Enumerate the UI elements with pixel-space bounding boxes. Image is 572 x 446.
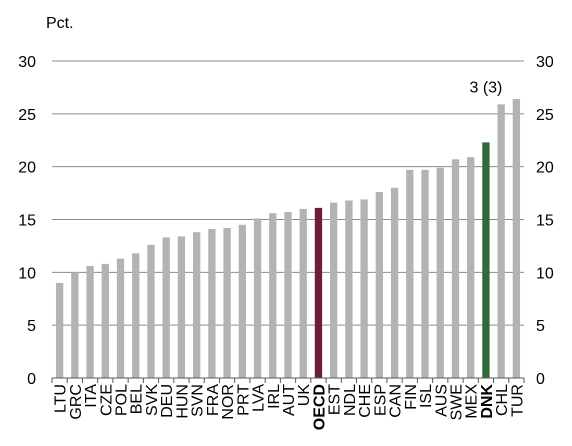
bar-deu	[163, 237, 170, 378]
y-tick-left-15: 15	[18, 213, 36, 230]
bar-esp	[376, 192, 383, 378]
bar-tur	[513, 99, 520, 378]
bar-grc	[71, 272, 78, 378]
bar-che	[360, 199, 367, 378]
annotation-dnk: 3 (3)	[469, 79, 502, 96]
bar-nor	[223, 228, 230, 378]
bar-swe	[452, 159, 459, 378]
bar-mex	[467, 157, 474, 378]
bar-ltu	[56, 283, 63, 378]
bar-can	[391, 188, 398, 378]
y-tick-right-25: 25	[536, 107, 554, 124]
y-tick-right-10: 10	[536, 265, 554, 282]
bar-pol	[117, 259, 124, 378]
bar-ndl	[345, 200, 352, 378]
bar-prt	[239, 225, 246, 378]
y-axis-left: 0 5 10 15 20 25 30	[18, 54, 36, 388]
bars	[56, 99, 520, 378]
y-tick-right-0: 0	[536, 371, 545, 388]
y-tick-right-30: 30	[536, 54, 554, 71]
bar-irl	[269, 213, 276, 378]
y-tick-left-5: 5	[27, 318, 36, 335]
y-tick-left-0: 0	[27, 371, 36, 388]
y-tick-left-30: 30	[18, 54, 36, 71]
bar-svk	[147, 245, 154, 378]
y-tick-right-20: 20	[536, 160, 554, 177]
y-tick-right-15: 15	[536, 213, 554, 230]
x-label-tur: TUR	[509, 384, 526, 417]
bar-hun	[178, 236, 185, 378]
bar-dnk	[482, 142, 489, 378]
y-axis-right: 0 5 10 15 20 25 30	[536, 54, 554, 388]
bar-cze	[102, 264, 109, 378]
bar-fra	[208, 229, 215, 378]
bar-uk	[300, 209, 307, 378]
y-tick-right-5: 5	[536, 318, 545, 335]
annotations: 3 (3)	[469, 79, 502, 96]
x-axis-ticks	[52, 378, 524, 383]
bar-aut	[284, 212, 291, 378]
bar-chl	[498, 104, 505, 378]
bar-bel	[132, 253, 139, 378]
bar-isl	[421, 170, 428, 378]
bar-ita	[86, 266, 93, 378]
bar-est	[330, 203, 337, 378]
y-tick-left-10: 10	[18, 265, 36, 282]
bar-fin	[406, 170, 413, 378]
x-axis-labels: LTUGRCITACZEPOLBELSVKDEUHUNSVNFRANORPRTL…	[53, 384, 527, 431]
bar-svn	[193, 232, 200, 378]
y-tick-left-25: 25	[18, 107, 36, 124]
y-tick-left-20: 20	[18, 160, 36, 177]
unit-label: Pct.	[46, 15, 74, 32]
bar-lva	[254, 218, 261, 378]
bar-aus	[437, 168, 444, 378]
bar-oecd	[315, 208, 322, 378]
